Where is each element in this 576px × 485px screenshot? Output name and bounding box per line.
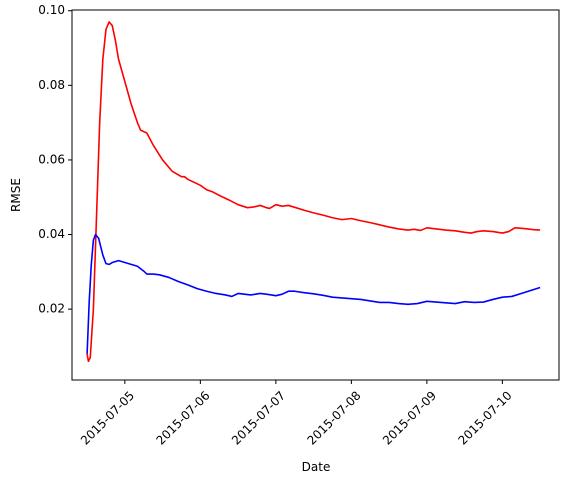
x-tick-label: 2015-07-09: [380, 388, 439, 447]
plot-frame: [71, 9, 560, 381]
y-tick-label: 0.10: [38, 3, 65, 17]
x-tick-label: 2015-07-08: [304, 388, 363, 447]
x-tick-label: 2015-07-05: [78, 388, 137, 447]
y-axis-ticks: 0.02 0.04 0.06 0.08 0.10: [38, 3, 72, 316]
y-tick-label: 0.02: [38, 302, 65, 316]
x-axis-ticks: 2015-07-05 2015-07-06 2015-07-07 2015-07-08…: [78, 380, 515, 448]
x-tick-label: 2015-07-10: [455, 388, 514, 447]
y-tick-label: 0.06: [38, 152, 65, 166]
x-tick-label: 2015-07-06: [153, 388, 212, 447]
x-tick-label: 2015-07-07: [229, 388, 288, 447]
y-tick-label: 0.08: [38, 78, 65, 92]
series-line-1: [86, 21, 541, 363]
y-axis-label: RMSE: [9, 178, 23, 212]
y-tick-label: 0.04: [38, 227, 65, 241]
series-line-2: [86, 233, 541, 354]
plot-lines: [86, 21, 541, 363]
x-axis-label: Date: [302, 460, 331, 474]
